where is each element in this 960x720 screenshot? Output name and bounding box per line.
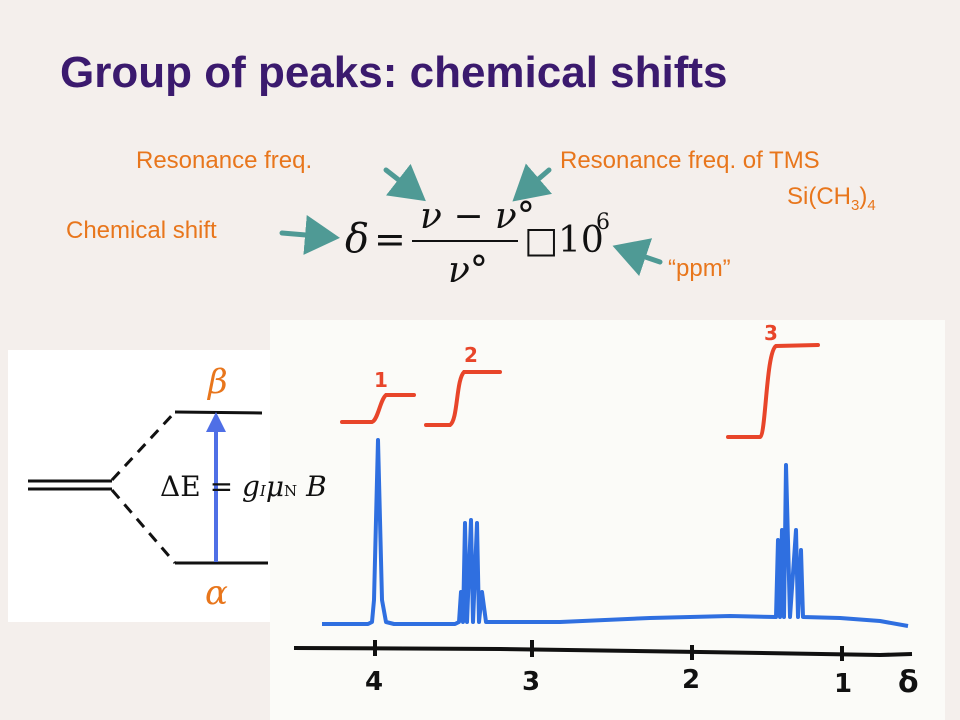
energy-panel-background: [8, 350, 276, 622]
arrow-to-numerator-nu: [383, 163, 426, 202]
arrow-to-delta: [279, 214, 340, 255]
formula-equals: =: [374, 217, 406, 261]
delta-axis-line: [293, 646, 913, 658]
beta-level: [174, 410, 263, 415]
formula-exponent: 6: [596, 210, 610, 235]
formula-denominator: ν°: [448, 250, 488, 291]
energy-equation: ΔE = gIμN B: [160, 470, 327, 503]
ppm-label: “ppm”: [668, 255, 731, 282]
arrow-to-ten-power: [612, 238, 663, 277]
resonance-freq-label: Resonance freq.: [136, 147, 313, 174]
split-dash-up: [110, 410, 177, 482]
axis-delta-symbol: δ: [898, 665, 919, 700]
integral-curve-3: [726, 343, 820, 439]
spectrum-trace: [322, 438, 909, 628]
peak-group-label-1: 1: [374, 368, 388, 392]
formula-delta: δ: [345, 216, 369, 262]
axis-tick-label-1: 1: [834, 669, 852, 699]
peak-group-label-2: 2: [464, 343, 478, 367]
tms-formula-label: Si(CH3)4: [787, 183, 876, 214]
formula-numerator: ν − ν°: [420, 196, 535, 237]
arrow-to-nu-zero: [512, 163, 552, 202]
transition-arrow-head: [206, 412, 226, 432]
integral-curve-1: [340, 393, 416, 424]
chemical-shift-label: Chemical shift: [66, 217, 217, 244]
slide-title: Group of peaks: chemical shifts: [60, 48, 728, 97]
integral-curve-2: [424, 370, 502, 427]
axis-tick-label-2: 2: [682, 665, 700, 695]
split-dash-down: [110, 489, 177, 564]
peak-group-label-3: 3: [764, 321, 778, 345]
formula-multiplier: □10: [524, 220, 604, 261]
beta-state-label: β: [208, 362, 228, 402]
tms-resonance-label: Resonance freq. of TMS: [560, 147, 820, 174]
axis-tick-label-3: 3: [522, 667, 540, 697]
axis-tick-label-4: 4: [365, 667, 383, 697]
alpha-state-label: α: [205, 573, 228, 613]
